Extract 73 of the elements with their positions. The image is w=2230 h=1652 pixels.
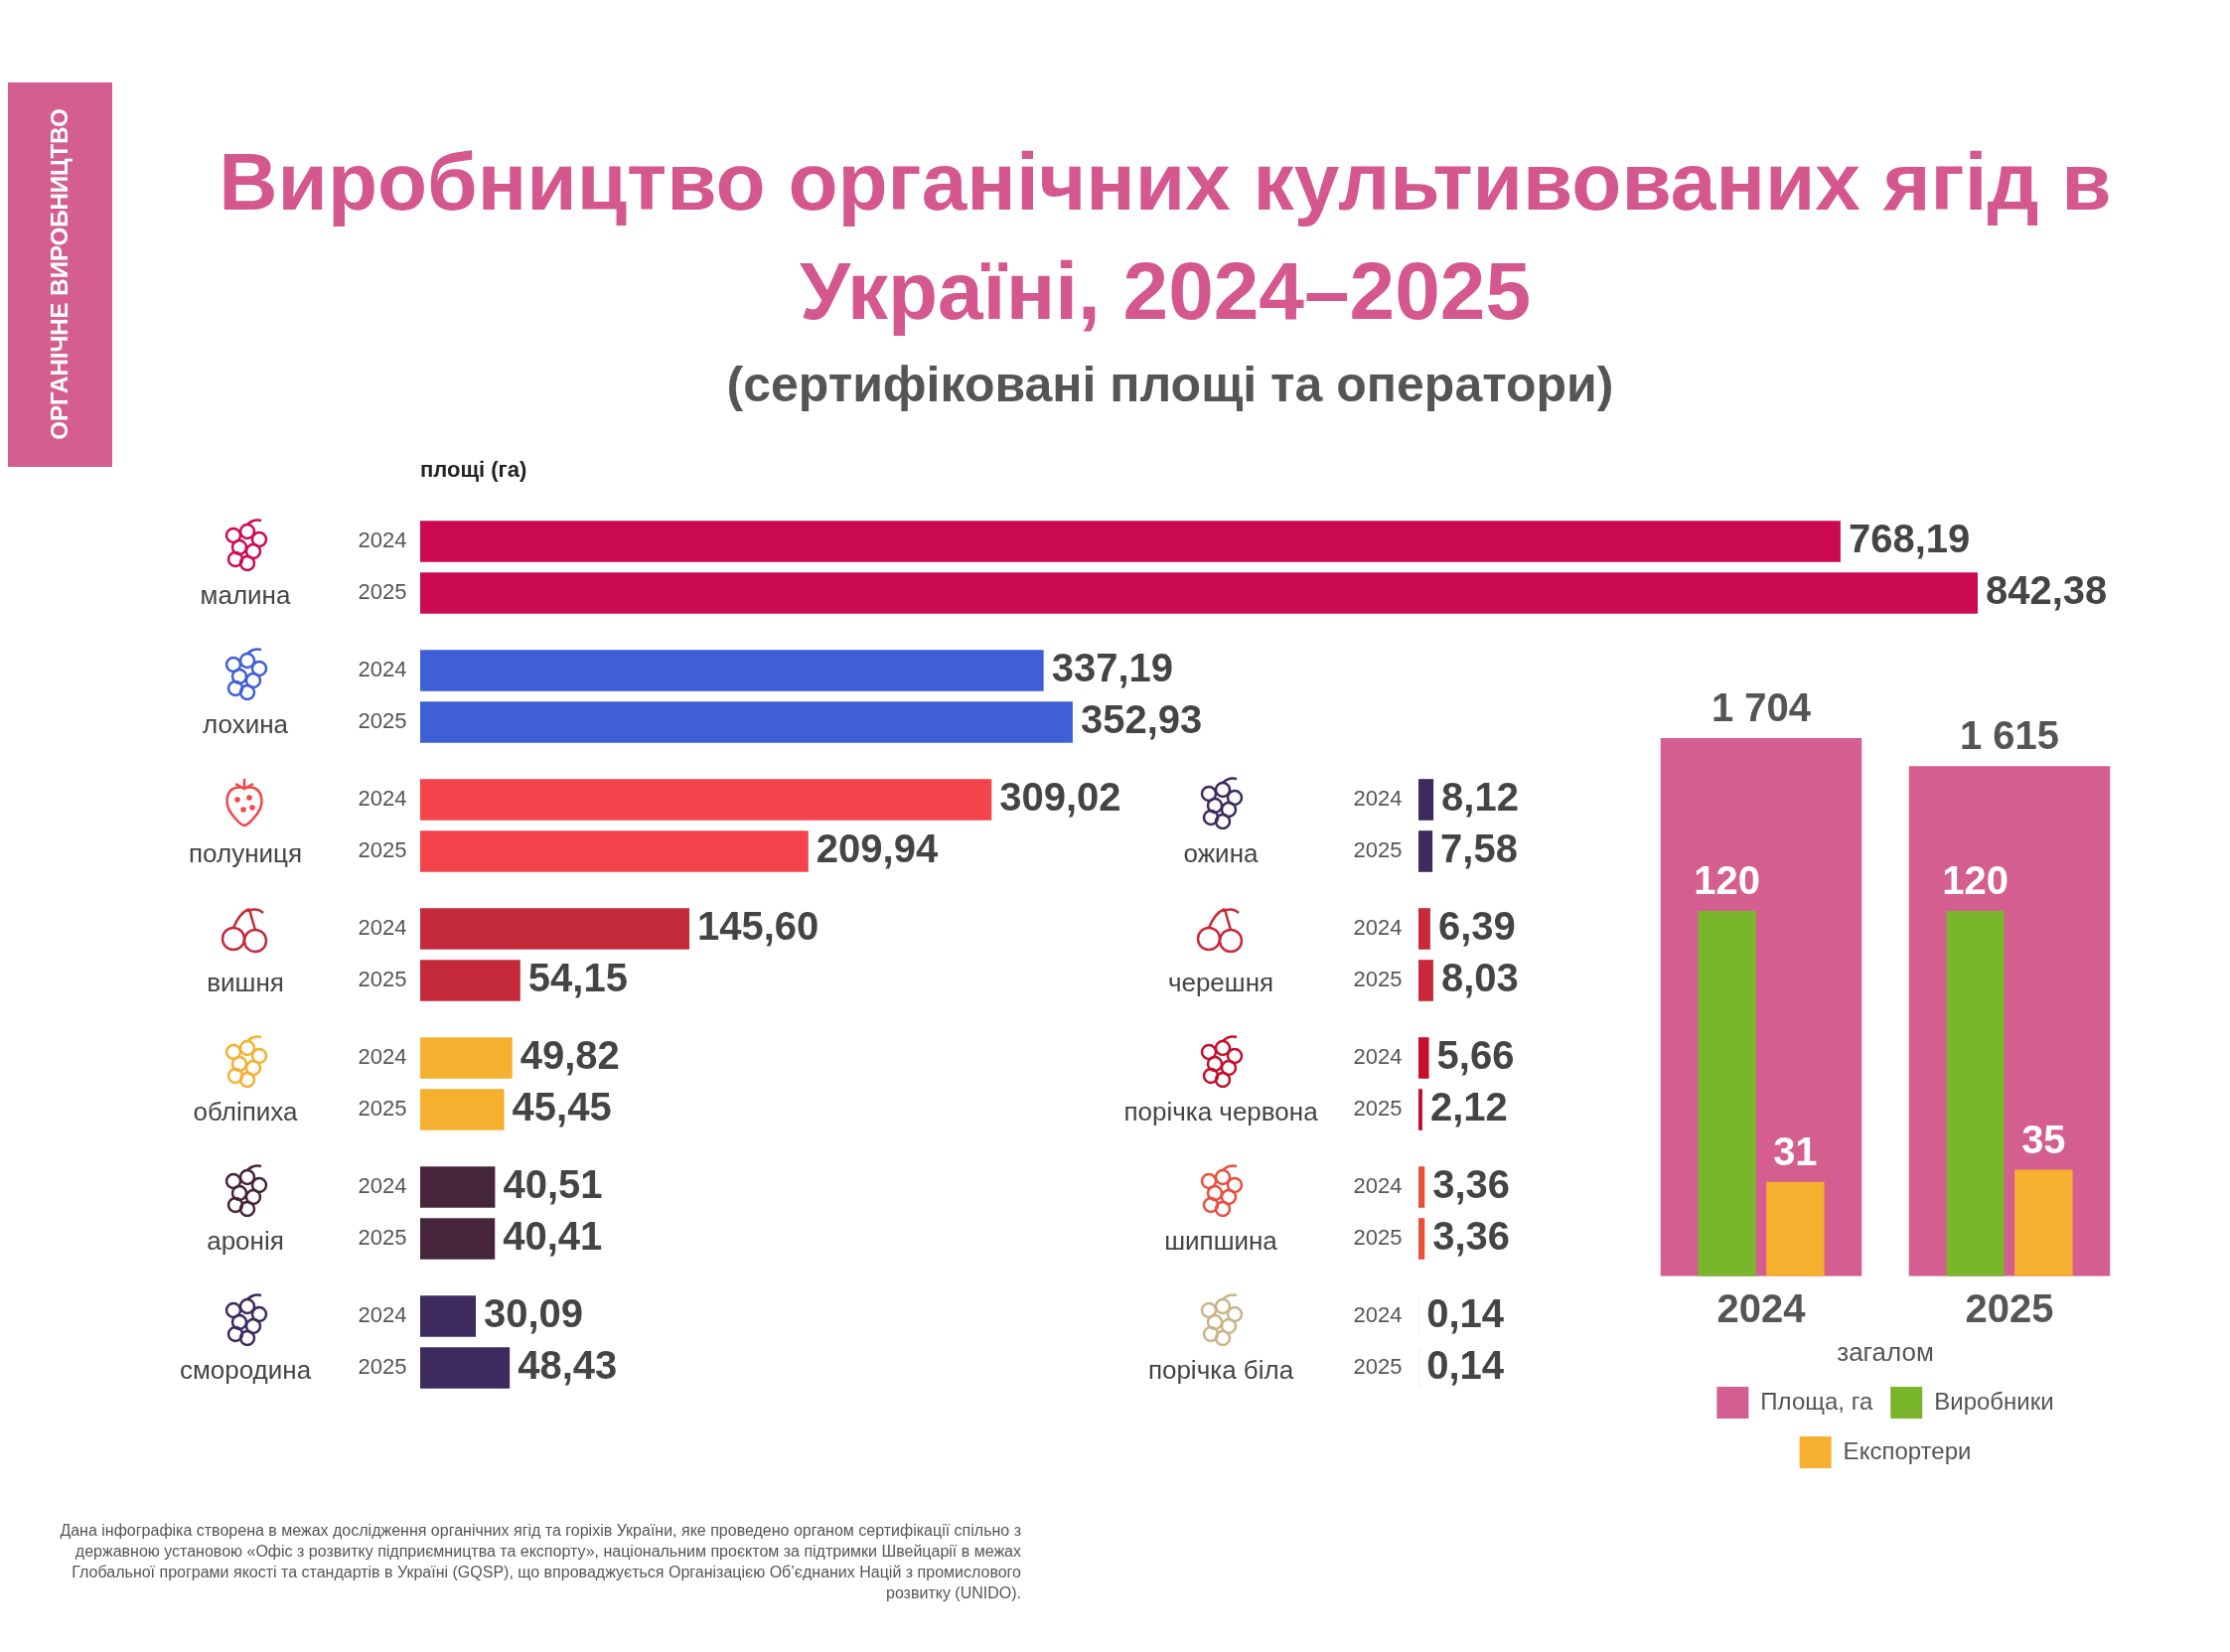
text: 2024 [358,1173,407,1199]
text: 2025 [358,1225,407,1251]
text: ОРГАНІЧНЕ ВИРОБНИЦТВО [46,108,74,440]
data-label: 309,02 [999,775,1121,820]
text: 2025 [358,1354,407,1380]
category-label: шипшина [1164,1226,1277,1257]
data-label: 0,14 [1426,1291,1505,1336]
legend-label: Площа, га [1760,1387,1873,1415]
text: 2025 [1353,1225,1403,1251]
data-label: 54,15 [527,956,628,1000]
data-label: 3,36 [1432,1162,1511,1207]
category-label: малина [200,580,291,611]
data-label: 8,03 [1440,956,1519,1000]
data-label: 31 [1773,1128,1818,1173]
data-label: 3,36 [1432,1214,1511,1259]
text: 2025 [358,1096,407,1122]
data-label: 5,66 [1436,1033,1515,1078]
category-label: 2025 [358,837,407,863]
data-label: 49,82 [520,1033,620,1078]
category-label: ожина [1183,838,1259,869]
text: 2024 [358,915,407,941]
text: 2025 [1353,967,1403,992]
data-label: 6,39 [1437,904,1516,949]
legend-label: Виробники [1934,1387,2054,1415]
data-label: 35 [2021,1117,2066,1161]
series-label: 2024 [1353,786,1403,812]
data-label: 7,58 [1440,826,1518,871]
data-label: 337,19 [1051,646,1173,690]
data-label: 40,51 [503,1162,603,1207]
text: 2025 [1353,1096,1403,1122]
series-label: 2025 [1353,837,1403,863]
data-label: 768,19 [1848,517,1971,561]
category-label: порічка червона [1123,1097,1318,1127]
text: 2025 [1353,1354,1403,1380]
legend-label: Експортери [1843,1436,1972,1464]
text: 2024 [1353,1044,1403,1070]
data-label: 8,12 [1441,775,1519,820]
category-label: вишня [207,968,284,998]
data-label: 352,93 [1080,697,1203,742]
x-axis-title: площі (га) [420,457,527,483]
category-label: лохина [203,709,288,740]
text: 2024 [1353,1173,1403,1199]
chart-subtitle: (сертифіковані площі та оператори) [725,356,1615,413]
category-label: смородина [179,1355,312,1386]
data-label: 48,43 [518,1343,618,1388]
series-label: 2025 [358,579,407,605]
category-label: порічка біла [1147,1355,1294,1386]
data-label: 40,41 [503,1214,603,1259]
category-label: черешня [1167,968,1274,998]
data-label: 1 615 [1959,713,2060,758]
text: 2025 [358,708,407,734]
text: Дана інфографіка створена в межах дослідження органічних ягід та горіхів України, яке проведено органом сертифікації спільно з державною установою «Офіс з розвитку підприємництва та експорту», національним проєктом за підтримки Швейцарії в межах Глобальної програми якості та стандартів в Україні (GQSP), що впроваджується Організацією Об’єднаних Націй з промислового розвитку (UNIDO). [59,1521,1021,1603]
text: 2025 [358,967,407,992]
data-label: 145,60 [697,904,819,949]
category-label: обліпиха [193,1097,298,1127]
category-label: аронія [207,1226,284,1257]
data-label: 2,12 [1429,1085,1508,1129]
data-label: 120 [1694,858,1760,903]
text: 2024 [358,657,407,682]
chart-title: Виробництво органічних культивованих ягід в Україні, 2024–2025 [218,135,2113,338]
data-label: 0,14 [1426,1343,1505,1388]
category-label: 2024 [358,786,407,812]
data-label: 209,94 [816,826,939,871]
data-label: 842,38 [1986,568,2108,613]
text: 2024 [358,1044,407,1070]
x-axis-title: загалом [1837,1336,1934,1367]
data-label: 45,45 [512,1085,612,1129]
data-label: 30,09 [484,1291,584,1336]
category-label: полуниця [189,838,302,869]
series-label: 2024 [358,527,407,553]
text: 2024 [1353,915,1403,941]
data-label: 120 [1942,858,2008,903]
data-label: 1 704 [1710,685,1812,730]
